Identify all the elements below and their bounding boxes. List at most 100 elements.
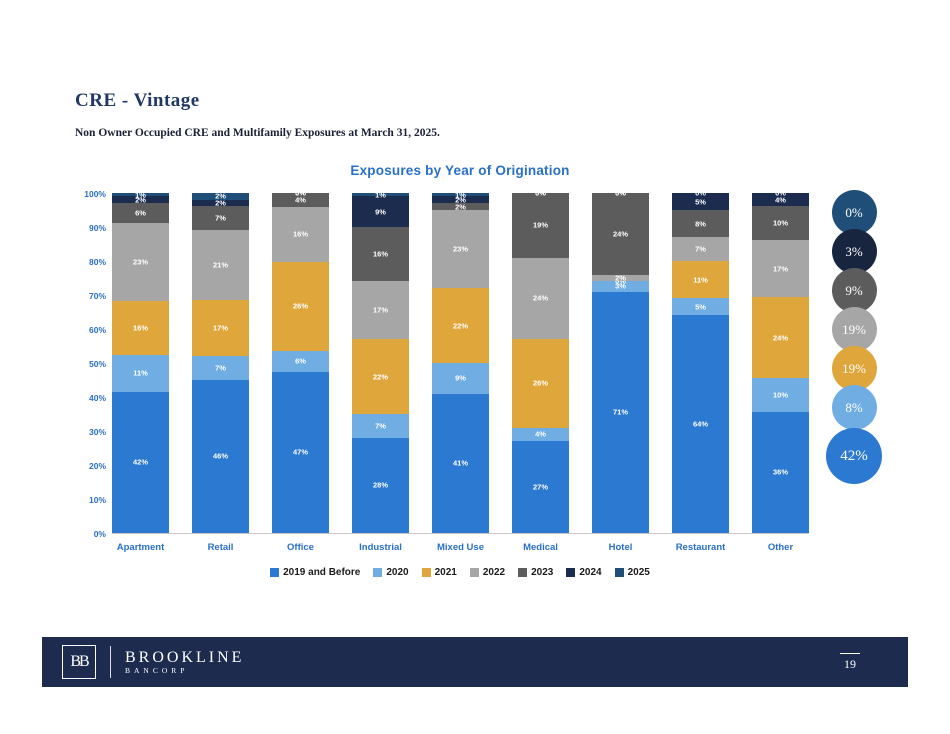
segment-apartment-2019-and-before: 42% bbox=[112, 391, 169, 533]
segment-value-label: 6% bbox=[135, 208, 146, 218]
segment-retail-2019-and-before: 46% bbox=[192, 379, 249, 533]
segment-value-label: 24% bbox=[772, 333, 788, 343]
segment-value-label: 9% bbox=[375, 207, 386, 217]
segment-retail-2021: 17% bbox=[192, 299, 249, 357]
segment-value-label: 6% bbox=[295, 356, 306, 366]
segment-value-label: 5% bbox=[695, 197, 706, 206]
segment-other-2020: 10% bbox=[752, 378, 809, 412]
segment-value-label: 11% bbox=[133, 368, 148, 378]
bar-mixed-use: 41% 9% 22% 23% 2% 2% 1% Mixed Use bbox=[432, 190, 489, 553]
segment-hotel-2020: 3% bbox=[592, 281, 649, 292]
category-label-industrial: Industrial bbox=[359, 542, 402, 553]
total-bubble-2025: 0% bbox=[831, 190, 877, 235]
segment-medical-2019-and-before: 27% bbox=[512, 441, 569, 533]
legend-swatch-icon bbox=[373, 568, 383, 577]
segment-industrial-2023: 16% bbox=[352, 227, 409, 282]
segment-value-label: 9% bbox=[455, 373, 466, 383]
segment-office-2019-and-before: 47% bbox=[272, 371, 329, 533]
bar-stack: 64% 5% 11% 7% 8% 5% 0% bbox=[672, 189, 729, 533]
segment-value-label: 64% bbox=[692, 419, 708, 429]
brand-subname: BANCORP bbox=[125, 666, 189, 675]
segment-restaurant-2022: 7% bbox=[672, 237, 729, 261]
segment-value-label: 5% bbox=[695, 302, 706, 312]
legend-swatch-icon bbox=[421, 568, 431, 577]
segment-retail-2020: 7% bbox=[192, 356, 249, 380]
segment-value-label: 7% bbox=[215, 213, 226, 223]
segment-medical-2020: 4% bbox=[512, 427, 569, 442]
y-axis: 0% 10% 20% 30% 40% 50% 60% 70% 80% 90% 100% bbox=[68, 189, 106, 539]
segment-restaurant-2024: 5% bbox=[672, 193, 729, 210]
legend-item-2025: 2025 bbox=[614, 567, 650, 578]
bar-stack: 36% 10% 24% 17% 10% 4% 0% bbox=[752, 189, 809, 533]
bar-restaurant: 64% 5% 11% 7% 8% 5% 0% Restaurant bbox=[672, 189, 729, 553]
segment-hotel-2023: 24% bbox=[592, 193, 649, 275]
segment-apartment-2024: 2% bbox=[112, 195, 169, 204]
segment-mixed-use-2025: 1% bbox=[432, 190, 489, 199]
stacked-bars: 42% 11% 16% 23% 6% 2% 1% Apartment 46% 7% 17% 21% 7%… bbox=[112, 188, 809, 553]
segment-other-2023: 10% bbox=[752, 206, 809, 241]
segment-office-2020: 6% bbox=[272, 350, 329, 372]
total-bubble-2019-and-before: 42% bbox=[826, 428, 882, 484]
segment-industrial-2021: 22% bbox=[352, 339, 409, 414]
bar-medical: 27% 4% 26% 24% 19% 0% 0% Medical bbox=[512, 189, 569, 553]
segment-other-2021: 24% bbox=[752, 297, 809, 379]
category-label-medical: Medical bbox=[523, 542, 558, 553]
segment-mixed-use-2019-and-before: 41% bbox=[432, 393, 489, 533]
segment-value-label: 47% bbox=[292, 447, 308, 457]
segment-value-label: 17% bbox=[772, 264, 788, 274]
legend-label: 2022 bbox=[482, 567, 506, 578]
page-number: 19 bbox=[844, 656, 856, 671]
segment-value-label: 24% bbox=[612, 229, 628, 239]
segment-value-label: 11% bbox=[693, 275, 708, 285]
bar-stack: 47% 6% 26% 16% 4% 0% 0% bbox=[272, 188, 329, 533]
segment-value-label: 17% bbox=[372, 305, 388, 315]
category-label-apartment: Apartment bbox=[116, 542, 165, 553]
segment-mixed-use-2020: 9% bbox=[432, 363, 489, 394]
category-label-mixed-use: Mixed Use bbox=[437, 542, 484, 553]
y-axis-label-40: 40% bbox=[88, 393, 106, 403]
segment-value-label: 42% bbox=[132, 457, 148, 467]
total-bubble-2023: 9% bbox=[831, 268, 877, 313]
legend-item-2021: 2021 bbox=[421, 567, 457, 578]
legend-swatch-icon bbox=[566, 568, 576, 577]
legend-swatch-icon bbox=[469, 568, 479, 577]
segment-value-label: 17% bbox=[212, 323, 228, 333]
segment-medical-2021: 26% bbox=[512, 339, 569, 428]
segment-value-label: 2% bbox=[215, 198, 226, 208]
y-axis-label-20: 20% bbox=[88, 461, 106, 471]
bar-stack: 46% 7% 17% 21% 7% 2% 2% bbox=[192, 191, 249, 533]
segment-hotel-2022: 2% bbox=[592, 273, 649, 283]
legend-item-2019-and-before: 2019 and Before bbox=[270, 567, 360, 578]
legend-label: 2025 bbox=[627, 567, 650, 578]
bar-industrial: 28% 7% 22% 17% 16% 9% 1% Industrial bbox=[352, 190, 409, 553]
segment-value-label: 26% bbox=[532, 378, 548, 388]
legend-label: 2023 bbox=[531, 567, 554, 578]
chart-title: Exposures by Year of Origination bbox=[350, 163, 570, 178]
brand-name: BROOKLINE bbox=[125, 649, 245, 666]
segment-value-label: 2% bbox=[215, 191, 226, 201]
segment-value-label: 4% bbox=[535, 429, 546, 439]
segment-apartment-2020: 11% bbox=[112, 354, 169, 392]
segment-value-label: 21% bbox=[212, 260, 228, 270]
legend-item-2024: 2024 bbox=[566, 567, 602, 578]
y-axis-label-100: 100% bbox=[84, 189, 106, 199]
segment-mixed-use-2021: 22% bbox=[432, 288, 489, 363]
category-label-office: Office bbox=[287, 542, 314, 553]
segment-value-label: 16% bbox=[132, 323, 148, 333]
y-axis-label-10: 10% bbox=[88, 495, 106, 505]
legend-label: 2024 bbox=[579, 567, 602, 578]
chart-legend: 2019 and Before 2020 2021 2022 2023 2024 2025 bbox=[110, 567, 810, 578]
segment-value-label: 10% bbox=[772, 218, 788, 228]
segment-value-label: 24% bbox=[532, 293, 548, 303]
chart-plot-area: 0% 10% 20% 30% 40% 50% 60% 70% 80% 90% 100% 42% 11%… bbox=[68, 188, 848, 553]
segment-office-2022: 16% bbox=[272, 206, 329, 262]
segment-value-label: 27% bbox=[532, 482, 548, 492]
segment-value-label: 4% bbox=[775, 195, 786, 205]
series-total-bubbles: 0% 3% 9% 19% 19% 8% 42% bbox=[824, 186, 884, 496]
segment-value-label: 2% bbox=[615, 273, 626, 283]
segment-industrial-2020: 7% bbox=[352, 414, 409, 438]
segment-value-label: 41% bbox=[452, 458, 468, 468]
segment-restaurant-2021: 11% bbox=[672, 261, 729, 299]
segment-value-label: 2% bbox=[455, 195, 466, 205]
segment-apartment-2021: 16% bbox=[112, 300, 169, 355]
